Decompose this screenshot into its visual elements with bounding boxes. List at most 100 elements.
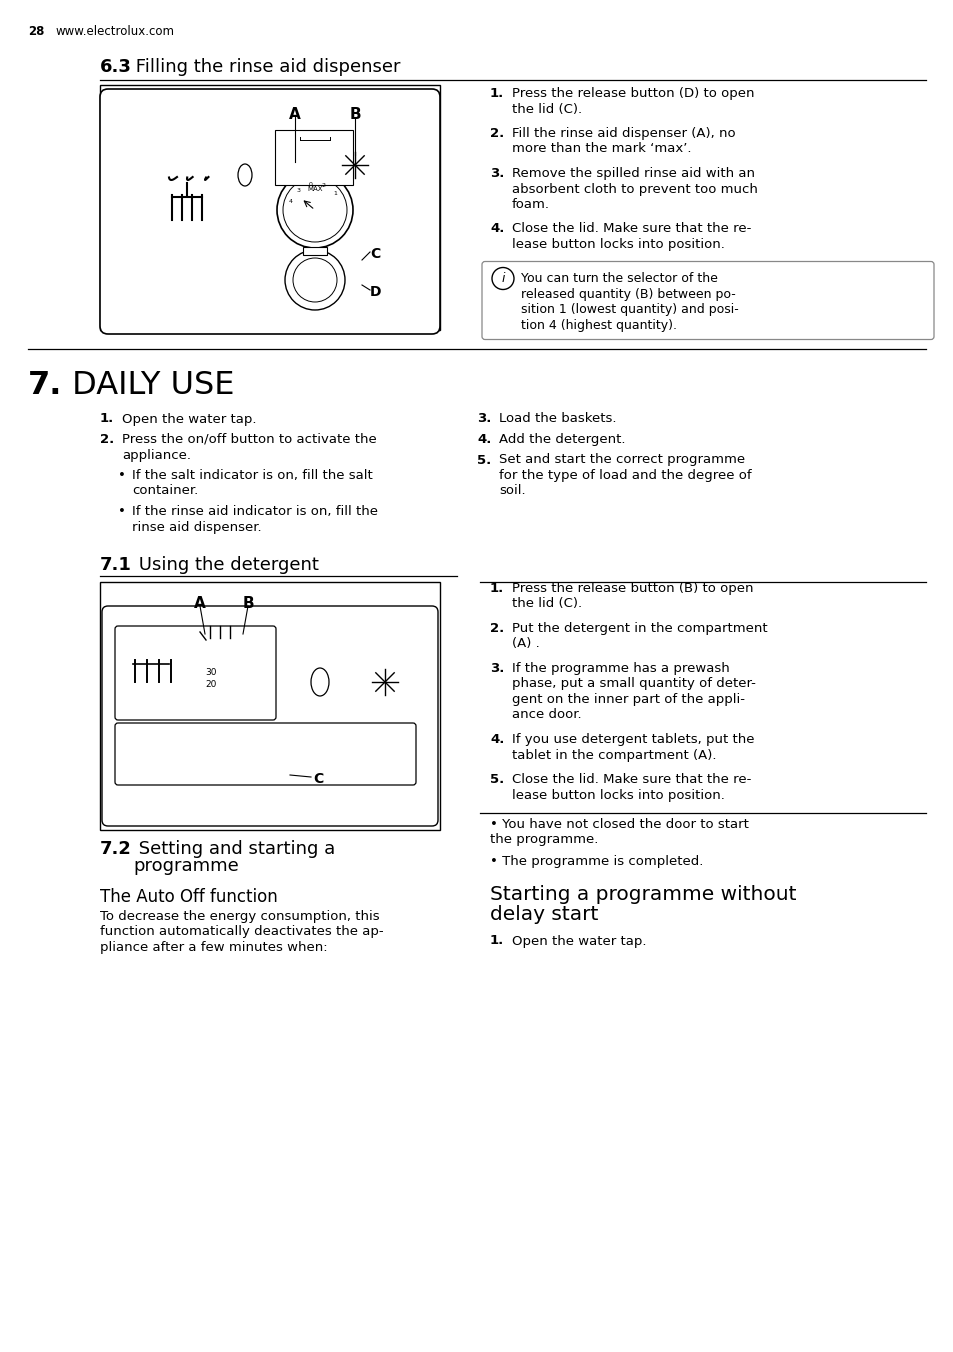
Text: programme: programme	[132, 857, 238, 875]
Text: 1.: 1.	[490, 934, 504, 948]
Text: Using the detergent: Using the detergent	[132, 556, 318, 575]
Text: C: C	[313, 772, 323, 786]
Text: If the programme has a prewash: If the programme has a prewash	[512, 662, 729, 675]
Circle shape	[293, 258, 336, 301]
Text: the lid (C).: the lid (C).	[512, 103, 581, 115]
Text: 4.: 4.	[490, 223, 504, 235]
Text: the lid (C).: the lid (C).	[512, 598, 581, 611]
Text: delay start: delay start	[490, 904, 598, 923]
Circle shape	[283, 178, 347, 242]
Text: If you use detergent tablets, put the: If you use detergent tablets, put the	[512, 733, 754, 746]
Text: Open the water tap.: Open the water tap.	[122, 412, 256, 426]
Text: 2.: 2.	[490, 622, 504, 635]
Text: Set and start the correct programme: Set and start the correct programme	[498, 453, 744, 466]
Text: lease button locks into position.: lease button locks into position.	[512, 788, 724, 802]
Text: Setting and starting a: Setting and starting a	[132, 840, 335, 859]
Text: i: i	[500, 272, 504, 284]
Text: the programme.: the programme.	[490, 833, 598, 846]
Text: Put the detergent in the compartment: Put the detergent in the compartment	[512, 622, 767, 635]
Text: tion 4 (highest quantity).: tion 4 (highest quantity).	[520, 319, 677, 333]
Text: lease button locks into position.: lease button locks into position.	[512, 238, 724, 251]
Text: 1.: 1.	[100, 412, 114, 426]
Text: Remove the spilled rinse aid with an: Remove the spilled rinse aid with an	[512, 168, 754, 180]
FancyBboxPatch shape	[102, 606, 437, 826]
Text: 28: 28	[28, 24, 45, 38]
Bar	[303, 247, 327, 256]
Text: 0: 0	[308, 183, 312, 187]
Text: DAILY USE: DAILY USE	[62, 370, 234, 402]
Text: sition 1 (lowest quantity) and posi-: sition 1 (lowest quantity) and posi-	[520, 303, 738, 316]
Text: Press the release button (B) to open: Press the release button (B) to open	[512, 581, 753, 595]
Text: more than the mark ‘max’.: more than the mark ‘max’.	[512, 142, 691, 155]
Text: 1: 1	[333, 191, 336, 196]
Text: gent on the inner part of the appli-: gent on the inner part of the appli-	[512, 694, 744, 706]
Text: 3.: 3.	[490, 168, 504, 180]
Text: Load the baskets.: Load the baskets.	[498, 412, 616, 426]
Text: 3.: 3.	[490, 662, 504, 675]
Text: container.: container.	[132, 484, 198, 498]
Text: 6.3: 6.3	[100, 58, 132, 76]
Text: pliance after a few minutes when:: pliance after a few minutes when:	[100, 941, 327, 955]
Text: absorbent cloth to prevent too much: absorbent cloth to prevent too much	[512, 183, 757, 196]
Text: 7.1: 7.1	[100, 556, 132, 575]
Ellipse shape	[311, 668, 329, 696]
Text: for the type of load and the degree of: for the type of load and the degree of	[498, 469, 751, 483]
Bar	[100, 581, 439, 830]
Text: released quantity (B) between po-: released quantity (B) between po-	[520, 288, 735, 301]
Text: 2.: 2.	[490, 127, 504, 141]
Circle shape	[285, 250, 345, 310]
Text: •: •	[118, 469, 126, 483]
Text: 2.: 2.	[100, 433, 114, 446]
Text: 3: 3	[296, 188, 300, 192]
Text: 20: 20	[205, 680, 216, 690]
Text: soil.: soil.	[498, 484, 525, 498]
Circle shape	[276, 172, 353, 247]
Text: C: C	[370, 247, 380, 261]
Text: www.electrolux.com: www.electrolux.com	[56, 24, 174, 38]
Text: D: D	[370, 285, 381, 299]
FancyBboxPatch shape	[115, 723, 416, 786]
Text: 3.: 3.	[476, 412, 491, 426]
Text: • The programme is completed.: • The programme is completed.	[490, 854, 702, 868]
Text: 4: 4	[288, 199, 293, 204]
Text: • You have not closed the door to start: • You have not closed the door to start	[490, 818, 748, 831]
Text: 5.: 5.	[490, 773, 504, 786]
FancyBboxPatch shape	[100, 89, 439, 334]
Text: Starting a programme without: Starting a programme without	[490, 884, 796, 903]
Text: A: A	[289, 107, 300, 122]
Text: 30: 30	[205, 668, 216, 677]
Text: ance door.: ance door.	[512, 708, 581, 722]
Text: Filling the rinse aid dispenser: Filling the rinse aid dispenser	[130, 58, 400, 76]
Bar	[285, 131, 345, 145]
Text: tablet in the compartment (A).: tablet in the compartment (A).	[512, 749, 716, 761]
Text: 4.: 4.	[476, 433, 491, 446]
Circle shape	[492, 268, 514, 289]
Text: 4.: 4.	[490, 733, 504, 746]
Text: function automatically deactivates the ap-: function automatically deactivates the a…	[100, 926, 383, 938]
Text: To decrease the energy consumption, this: To decrease the energy consumption, this	[100, 910, 379, 923]
Text: Close the lid. Make sure that the re-: Close the lid. Make sure that the re-	[512, 223, 751, 235]
FancyBboxPatch shape	[481, 261, 933, 339]
Ellipse shape	[237, 164, 252, 187]
Text: rinse aid dispenser.: rinse aid dispenser.	[132, 521, 261, 534]
Text: If the salt indicator is on, fill the salt: If the salt indicator is on, fill the sa…	[132, 469, 373, 483]
Text: 7.2: 7.2	[100, 840, 132, 859]
Bar	[100, 85, 439, 330]
Text: Close the lid. Make sure that the re-: Close the lid. Make sure that the re-	[512, 773, 751, 786]
Text: 1.: 1.	[490, 581, 504, 595]
Text: (A) .: (A) .	[512, 638, 539, 650]
Text: 7.: 7.	[28, 370, 62, 402]
Text: A: A	[193, 596, 206, 611]
Text: The Auto Off function: The Auto Off function	[100, 888, 277, 906]
Text: phase, put a small quantity of deter-: phase, put a small quantity of deter-	[512, 677, 755, 691]
Text: Press the on/off button to activate the: Press the on/off button to activate the	[122, 433, 376, 446]
Bar	[274, 130, 353, 185]
FancyBboxPatch shape	[115, 626, 275, 721]
Text: If the rinse aid indicator is on, fill the: If the rinse aid indicator is on, fill t…	[132, 506, 377, 518]
Text: B: B	[242, 596, 253, 611]
Text: Add the detergent.: Add the detergent.	[498, 433, 625, 446]
Text: 2: 2	[321, 183, 326, 188]
Text: B: B	[349, 107, 360, 122]
Text: Fill the rinse aid dispenser (A), no: Fill the rinse aid dispenser (A), no	[512, 127, 735, 141]
Text: Press the release button (D) to open: Press the release button (D) to open	[512, 87, 754, 100]
